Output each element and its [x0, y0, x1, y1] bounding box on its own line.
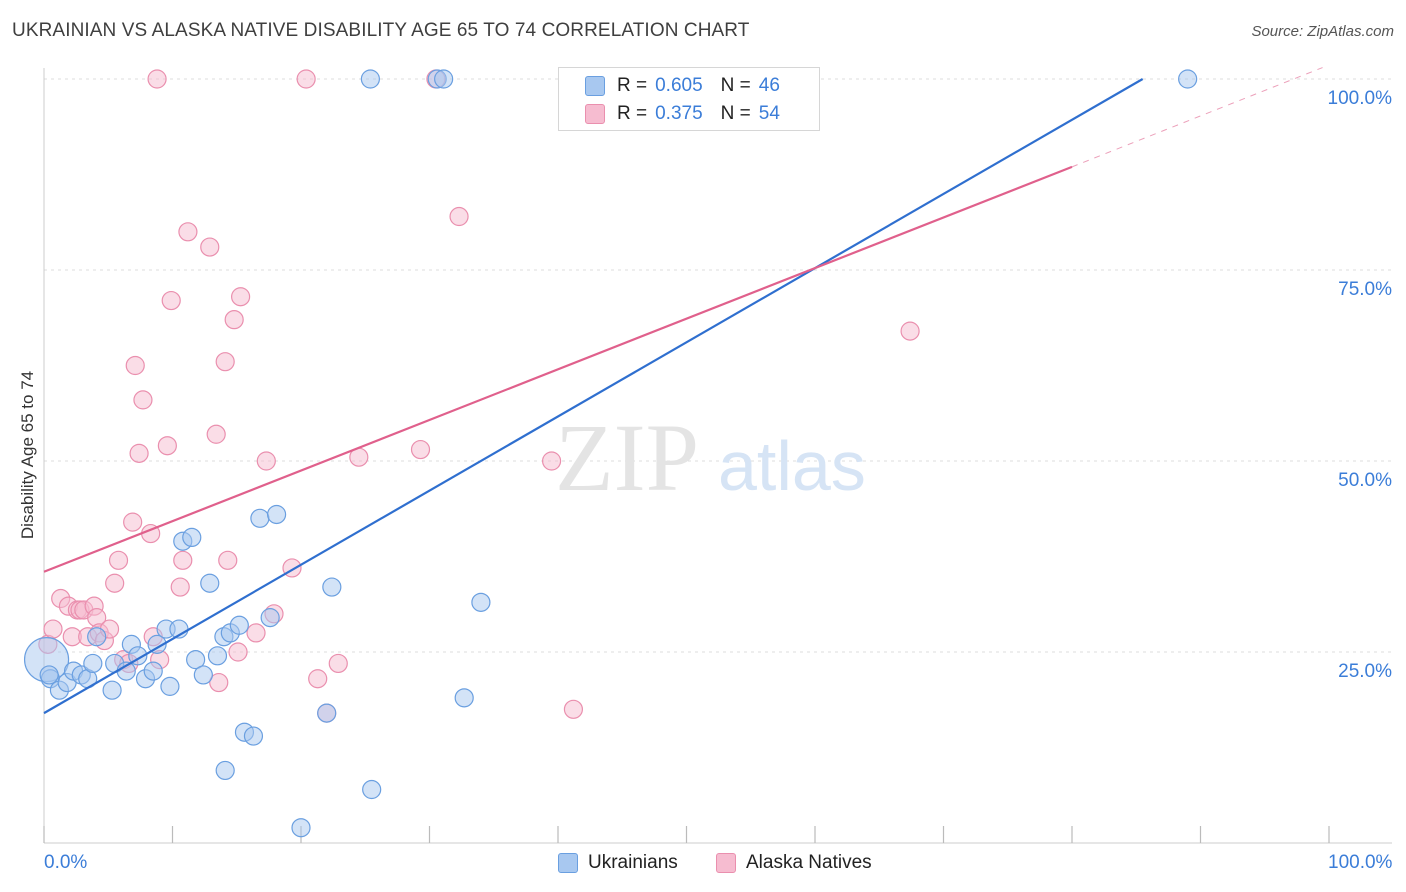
ukrainians-point — [193, 665, 213, 685]
legend-row-ukrainians: R = 0.605 N = 46 — [585, 74, 780, 98]
alaska-natives-trendline-extension — [1071, 67, 1323, 168]
gridlines — [44, 78, 1392, 653]
legend-item-alaska-natives[interactable]: Alaska Natives — [716, 852, 872, 874]
ukrainians-point — [360, 69, 380, 89]
trend-lines — [43, 67, 1323, 715]
ukrainians-legend-swatch — [558, 853, 578, 873]
legend-r-label: R = — [617, 103, 648, 124]
alaska-natives-point — [231, 287, 251, 307]
ukrainians-point — [182, 527, 202, 548]
correlation-legend: R = 0.605 N = 46 R = 0.375 N = 54 — [558, 67, 820, 131]
alaska-natives-point — [900, 321, 920, 341]
legend-r-value: 0.605 — [655, 75, 703, 96]
alaska-natives-point — [161, 290, 181, 311]
source-credit: Source: ZipAtlas.com — [1251, 23, 1394, 40]
watermark-atlas: atlas — [718, 427, 866, 505]
alaska-natives-point — [228, 642, 248, 662]
alaska-natives-point — [170, 577, 190, 597]
alaska-natives-point — [218, 550, 238, 570]
ukrainians-point — [102, 680, 122, 700]
alaska-natives-point — [563, 699, 584, 719]
ukrainians-point — [200, 573, 220, 593]
ukrainians-point — [260, 608, 280, 628]
alaska-natives-point — [206, 424, 226, 444]
alaska-natives-point — [541, 451, 562, 471]
ukrainians-point — [83, 653, 103, 674]
ukrainians-point — [229, 615, 249, 635]
legend-n-value: 54 — [758, 103, 780, 124]
ukrainians-point — [215, 760, 235, 781]
legend-r-label: R = — [617, 75, 648, 96]
alaska-natives-legend-swatch — [716, 853, 736, 873]
ukrainians-point — [471, 592, 491, 612]
ukrainians-point — [317, 703, 337, 723]
watermark-zip: ZIP — [555, 404, 699, 511]
ukrainians-trendline — [43, 78, 1144, 715]
alaska-natives-point — [43, 619, 63, 639]
ukrainians-point — [250, 508, 270, 528]
alaska-natives-point — [178, 222, 198, 242]
alaska-natives-trendline — [43, 165, 1073, 573]
y-tick-label: 25.0% — [1338, 661, 1392, 682]
alaska-natives-point — [108, 550, 129, 570]
series-legend: Ukrainians Alaska Natives — [0, 852, 1406, 876]
alaska-natives-point — [125, 355, 145, 376]
alaska-natives-swatch — [585, 104, 605, 124]
alaska-natives-point — [224, 310, 244, 330]
alaska-natives-point — [308, 669, 328, 689]
legend-row-alaska-natives: R = 0.375 N = 54 — [585, 102, 780, 126]
alaska-natives-point — [246, 623, 266, 643]
ukrainians-swatch — [585, 76, 605, 96]
ukrainians-point — [160, 676, 180, 696]
alaska-natives-point — [449, 206, 469, 227]
legend-r-value: 0.375 — [655, 103, 703, 124]
ukrainians-point — [147, 634, 167, 654]
ukrainians-point — [291, 818, 311, 838]
alaska-natives-point — [173, 550, 193, 570]
alaska-natives-point — [147, 69, 167, 89]
ukrainians-point — [434, 69, 454, 89]
alaska-natives-point — [105, 573, 125, 593]
ukrainians-point — [362, 779, 382, 800]
legend-label-alaska-natives: Alaska Natives — [746, 852, 872, 873]
alaska-natives-point — [410, 439, 431, 460]
x-tick-max: 100.0% — [1328, 852, 1393, 873]
ukrainians-point — [186, 650, 206, 670]
alaska-natives-point — [296, 69, 316, 89]
chart-title: UKRAINIAN VS ALASKA NATIVE DISABILITY AG… — [12, 20, 750, 41]
alaska-natives-point — [209, 672, 229, 693]
y-tick-labels: 25.0% 50.0% 75.0% 100.0% — [1328, 88, 1393, 682]
legend-n-label: N = — [720, 75, 751, 96]
ukrainians-point — [207, 646, 228, 666]
legend-n-value: 46 — [758, 75, 780, 96]
legend-item-ukrainians[interactable]: Ukrainians — [558, 852, 678, 874]
ukrainians-point — [454, 688, 474, 708]
ukrainians-point — [1178, 69, 1198, 89]
axes — [43, 68, 1392, 844]
legend-n-label: N = — [720, 103, 751, 124]
ukrainians-points — [23, 69, 1198, 838]
y-tick-label: 100.0% — [1328, 88, 1393, 109]
alaska-natives-point — [256, 451, 276, 471]
ukrainians-point — [87, 627, 107, 647]
alaska-natives-point — [129, 443, 149, 463]
alaska-natives-point — [123, 512, 143, 532]
ukrainians-point — [243, 726, 264, 746]
ukrainians-point — [322, 577, 342, 597]
x-tick-min: 0.0% — [44, 852, 88, 873]
alaska-natives-point — [328, 653, 348, 674]
alaska-natives-point — [215, 352, 235, 372]
y-tick-label: 50.0% — [1338, 470, 1392, 491]
alaska-natives-point — [157, 436, 177, 456]
ukrainians-point — [143, 661, 163, 681]
legend-label-ukrainians: Ukrainians — [588, 852, 678, 873]
y-tick-label: 75.0% — [1338, 279, 1392, 300]
alaska-natives-point — [133, 390, 153, 410]
ukrainians-point — [39, 665, 59, 685]
alaska-natives-point — [200, 237, 220, 257]
ukrainians-point — [266, 504, 287, 525]
